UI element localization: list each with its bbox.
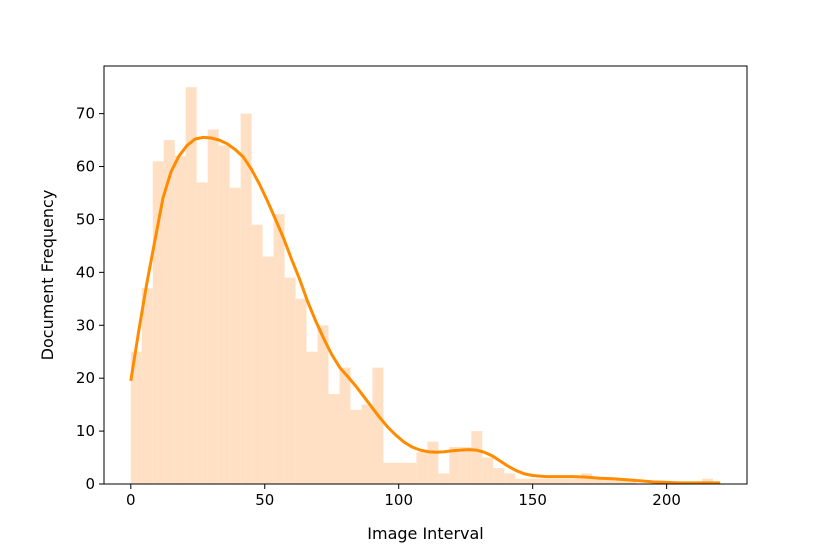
histogram-bar-28 <box>438 473 450 484</box>
y-tick-label: 30 <box>76 316 95 334</box>
histogram-bar-29 <box>449 446 461 484</box>
histogram-bar-27 <box>427 441 439 484</box>
histogram-bar-12 <box>262 256 274 484</box>
histogram-bar-15 <box>295 298 307 484</box>
histogram-bar-37 <box>537 478 549 484</box>
histogram-bar-23 <box>383 462 395 484</box>
histogram-bar-35 <box>515 478 527 484</box>
histogram-bar-31 <box>471 431 483 484</box>
histogram-bar-39 <box>559 478 571 484</box>
y-tick-label: 40 <box>76 263 95 281</box>
histogram-bar-34 <box>504 473 516 484</box>
histogram-bar-10 <box>240 113 252 485</box>
kde-line <box>129 135 721 485</box>
histogram-bars <box>130 87 713 485</box>
y-tick-label: 0 <box>85 475 95 493</box>
histogram-bar-32 <box>482 457 494 484</box>
histogram-bar-52 <box>701 478 713 484</box>
x-tick-label: 50 <box>255 491 274 509</box>
histogram-bar-41 <box>581 473 593 484</box>
x-tick-label: 200 <box>652 491 681 509</box>
x-tick-label: 150 <box>518 491 547 509</box>
histogram-bar-17 <box>317 325 329 484</box>
histogram-bar-26 <box>416 452 428 484</box>
histogram-bar-42 <box>592 478 604 484</box>
histogram-bar-16 <box>306 351 318 484</box>
histogram-bar-25 <box>405 462 417 484</box>
x-tick-label: 0 <box>126 491 136 509</box>
x-axis-label: Image Interval <box>367 524 483 543</box>
histogram-bar-19 <box>339 367 351 484</box>
histogram-bar-36 <box>526 478 538 484</box>
histogram-bar-18 <box>328 394 340 484</box>
histogram-bar-44 <box>614 478 626 484</box>
y-tick-label: 20 <box>76 369 95 387</box>
histogram-bar-30 <box>460 446 472 484</box>
histogram-bar-21 <box>361 404 373 484</box>
histogram-bar-38 <box>548 478 560 484</box>
histogram-bar-6 <box>196 182 208 484</box>
histogram-bar-5 <box>185 87 197 485</box>
histogram-bar-9 <box>229 187 241 484</box>
y-axis-label: Document Frequency <box>38 190 57 361</box>
histogram-bar-8 <box>218 145 230 484</box>
histogram-bar-3 <box>163 140 175 485</box>
histogram-bar-2 <box>152 161 164 484</box>
plot-frame <box>103 65 748 485</box>
histogram-bar-7 <box>207 129 219 485</box>
histogram-bar-1 <box>141 288 153 484</box>
y-tick-label: 60 <box>76 158 95 176</box>
x-axis-ticks: 0 50 100 150 200 <box>126 484 681 509</box>
histogram-bar-33 <box>493 468 505 484</box>
histogram-bar-14 <box>284 277 296 484</box>
histogram-bar-13 <box>273 214 285 484</box>
y-tick-label: 10 <box>76 422 95 440</box>
y-tick-label: 70 <box>76 105 95 123</box>
histogram-bar-43 <box>603 478 615 484</box>
histogram-bar-20 <box>350 409 362 484</box>
histogram-bar-24 <box>394 462 406 484</box>
histogram-bar-40 <box>570 478 582 484</box>
histogram-bar-22 <box>372 367 384 484</box>
histogram-bar-4 <box>174 155 186 484</box>
y-axis-ticks: 0 10 20 30 40 50 60 70 <box>76 105 104 493</box>
y-tick-label: 50 <box>76 210 95 228</box>
histogram-bar-11 <box>251 224 263 484</box>
x-tick-label: 100 <box>384 491 413 509</box>
histogram-bar-0 <box>130 351 142 484</box>
